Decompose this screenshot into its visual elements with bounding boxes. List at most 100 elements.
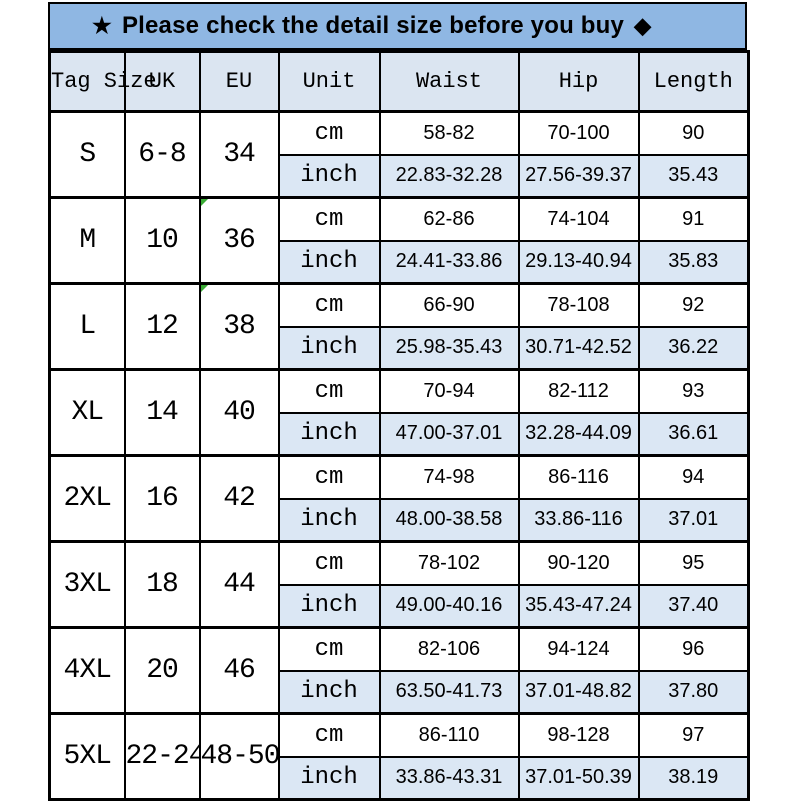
eu-cell: 42 xyxy=(198,454,280,543)
row-3xl-inch: inch 49.00-40.16 35.43-47.24 37.40 xyxy=(50,583,750,629)
length-cm-cell: 96 xyxy=(637,626,750,672)
waist-inch-cell: 33.86-43.31 xyxy=(378,755,520,801)
tag-size-cell: 2XL xyxy=(48,454,126,543)
unit-cell-cm: cm xyxy=(277,110,381,156)
eu-cell: 44 xyxy=(198,540,280,629)
diamond-icon: ◆ xyxy=(634,13,652,38)
size-table: Tag Size UK EU Unit Waist Hip Length S 6-… xyxy=(48,50,750,801)
length-inch-cell: 36.22 xyxy=(637,325,750,371)
unit-cell-inch: inch xyxy=(277,583,381,629)
uk-cell: 6-8 xyxy=(123,110,201,199)
length-cm-cell: 93 xyxy=(637,368,750,414)
row-xl-inch: inch 47.00-37.01 32.28-44.09 36.61 xyxy=(50,411,750,457)
tag-size-cell: 4XL xyxy=(48,626,126,715)
unit-cell-inch: inch xyxy=(277,755,381,801)
row-5xl-cm: 5XL 22-24 48-50 cm 86-110 98-128 97 xyxy=(48,712,750,801)
unit-cell-inch: inch xyxy=(277,239,381,285)
banner: ★ Please check the detail size before yo… xyxy=(48,2,747,50)
length-cm-cell: 95 xyxy=(637,540,750,586)
uk-cell: 10 xyxy=(123,196,201,285)
waist-inch-cell: 22.83-32.28 xyxy=(378,153,520,199)
unit-cell-cm: cm xyxy=(277,540,381,586)
uk-cell: 18 xyxy=(123,540,201,629)
hip-inch-cell: 32.28-44.09 xyxy=(517,411,640,457)
eu-cell: 46 xyxy=(198,626,280,715)
row-5xl-inch: inch 33.86-43.31 37.01-50.39 38.19 xyxy=(50,755,750,801)
waist-inch-cell: 49.00-40.16 xyxy=(378,583,520,629)
length-inch-cell: 37.01 xyxy=(637,497,750,543)
row-2xl-inch: inch 48.00-38.58 33.86-116 37.01 xyxy=(50,497,750,543)
star-icon: ★ xyxy=(92,13,112,38)
waist-inch-cell: 24.41-33.86 xyxy=(378,239,520,285)
eu-cell: 36 xyxy=(198,196,280,285)
waist-inch-cell: 47.00-37.01 xyxy=(378,411,520,457)
length-cm-cell: 97 xyxy=(637,712,750,758)
waist-inch-cell: 48.00-38.58 xyxy=(378,497,520,543)
length-cm-cell: 91 xyxy=(637,196,750,242)
waist-cm-cell: 66-90 xyxy=(378,282,520,328)
unit-cell-inch: inch xyxy=(277,669,381,715)
waist-inch-cell: 63.50-41.73 xyxy=(378,669,520,715)
row-xl-cm: XL 14 40 cm 70-94 82-112 93 xyxy=(48,368,750,457)
tag-size-cell: L xyxy=(48,282,126,371)
waist-cm-cell: 70-94 xyxy=(378,368,520,414)
unit-cell-cm: cm xyxy=(277,196,381,242)
cell-corner-marker-icon xyxy=(200,199,208,206)
hip-cm-cell: 98-128 xyxy=(517,712,640,758)
header-row: Tag Size UK EU Unit Waist Hip Length xyxy=(48,50,750,113)
waist-cm-cell: 78-102 xyxy=(378,540,520,586)
hip-inch-cell: 30.71-42.52 xyxy=(517,325,640,371)
tag-size-cell: M xyxy=(48,196,126,285)
unit-cell-cm: cm xyxy=(277,712,381,758)
col-header-eu: EU xyxy=(198,50,280,113)
row-l-cm: L 12 38 cm 66-90 78-108 92 xyxy=(48,282,750,371)
tag-size-cell: XL xyxy=(48,368,126,457)
hip-cm-cell: 70-100 xyxy=(517,110,640,156)
unit-cell-cm: cm xyxy=(277,368,381,414)
hip-inch-cell: 35.43-47.24 xyxy=(517,583,640,629)
hip-inch-cell: 33.86-116 xyxy=(517,497,640,543)
waist-cm-cell: 58-82 xyxy=(378,110,520,156)
cell-corner-marker-icon xyxy=(200,285,208,292)
col-header-unit: Unit xyxy=(277,50,381,113)
uk-cell: 22-24 xyxy=(123,712,206,801)
length-cm-cell: 94 xyxy=(637,454,750,500)
banner-text: Please check the detail size before you … xyxy=(121,12,625,39)
waist-cm-cell: 86-110 xyxy=(378,712,520,758)
waist-cm-cell: 74-98 xyxy=(378,454,520,500)
hip-cm-cell: 90-120 xyxy=(517,540,640,586)
row-m-inch: inch 24.41-33.86 29.13-40.94 35.83 xyxy=(50,239,750,285)
row-l-inch: inch 25.98-35.43 30.71-42.52 36.22 xyxy=(50,325,750,371)
uk-cell: 14 xyxy=(123,368,201,457)
col-header-waist: Waist xyxy=(378,50,520,113)
length-cm-cell: 90 xyxy=(637,110,750,156)
hip-inch-cell: 37.01-50.39 xyxy=(517,755,640,801)
hip-cm-cell: 78-108 xyxy=(517,282,640,328)
waist-inch-cell: 25.98-35.43 xyxy=(378,325,520,371)
waist-cm-cell: 62-86 xyxy=(378,196,520,242)
uk-cell: 16 xyxy=(123,454,201,543)
hip-inch-cell: 37.01-48.82 xyxy=(517,669,640,715)
col-header-uk: UK xyxy=(123,50,201,113)
hip-inch-cell: 29.13-40.94 xyxy=(517,239,640,285)
table-body: S 6-8 34 cm 58-82 70-100 90 inch 22.83-32.28 27.5… xyxy=(48,110,750,801)
row-s-inch: inch 22.83-32.28 27.56-39.37 35.43 xyxy=(50,153,750,199)
unit-cell-inch: inch xyxy=(277,325,381,371)
length-inch-cell: 36.61 xyxy=(637,411,750,457)
unit-cell-inch: inch xyxy=(277,497,381,543)
length-cm-cell: 92 xyxy=(637,282,750,328)
length-inch-cell: 37.40 xyxy=(637,583,750,629)
row-4xl-inch: inch 63.50-41.73 37.01-48.82 37.80 xyxy=(50,669,750,715)
hip-cm-cell: 86-116 xyxy=(517,454,640,500)
length-inch-cell: 35.43 xyxy=(637,153,750,199)
hip-cm-cell: 82-112 xyxy=(517,368,640,414)
uk-cell: 20 xyxy=(123,626,201,715)
row-2xl-cm: 2XL 16 42 cm 74-98 86-116 94 xyxy=(48,454,750,543)
row-s-cm: S 6-8 34 cm 58-82 70-100 90 xyxy=(48,110,750,199)
size-chart: ★ Please check the detail size before yo… xyxy=(48,2,750,801)
hip-cm-cell: 94-124 xyxy=(517,626,640,672)
waist-cm-cell: 82-106 xyxy=(378,626,520,672)
unit-cell-cm: cm xyxy=(277,282,381,328)
eu-cell: 40 xyxy=(198,368,280,457)
unit-cell-inch: inch xyxy=(277,153,381,199)
